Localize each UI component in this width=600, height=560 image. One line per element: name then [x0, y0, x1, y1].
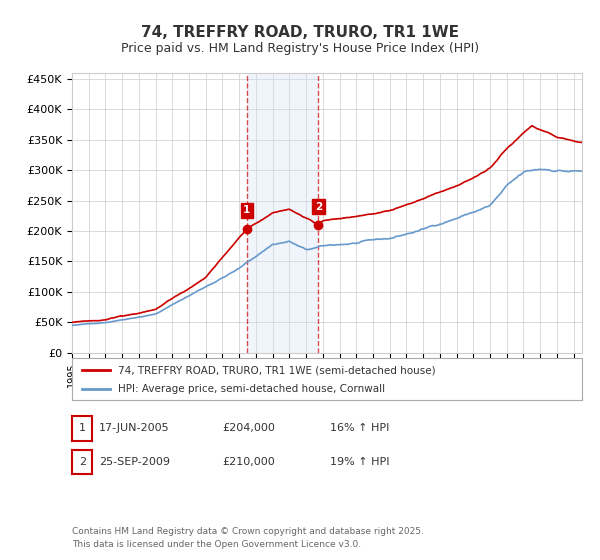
Text: HPI: Average price, semi-detached house, Cornwall: HPI: Average price, semi-detached house,… — [118, 384, 385, 394]
Text: £204,000: £204,000 — [222, 423, 275, 433]
Text: 17-JUN-2005: 17-JUN-2005 — [99, 423, 170, 433]
Text: Price paid vs. HM Land Registry's House Price Index (HPI): Price paid vs. HM Land Registry's House … — [121, 42, 479, 55]
Text: 2: 2 — [314, 202, 322, 212]
Bar — [247, 73, 319, 353]
Text: 1: 1 — [79, 423, 86, 433]
Text: Contains HM Land Registry data © Crown copyright and database right 2025.
This d: Contains HM Land Registry data © Crown c… — [72, 528, 424, 549]
Text: 74, TREFFRY ROAD, TRURO, TR1 1WE (semi-detached house): 74, TREFFRY ROAD, TRURO, TR1 1WE (semi-d… — [118, 365, 436, 375]
Text: 16% ↑ HPI: 16% ↑ HPI — [330, 423, 389, 433]
Text: 25-SEP-2009: 25-SEP-2009 — [99, 457, 170, 467]
Text: 74, TREFFRY ROAD, TRURO, TR1 1WE: 74, TREFFRY ROAD, TRURO, TR1 1WE — [141, 25, 459, 40]
Text: 1: 1 — [243, 205, 251, 215]
Text: £210,000: £210,000 — [222, 457, 275, 467]
Text: 2: 2 — [79, 457, 86, 467]
Text: 19% ↑ HPI: 19% ↑ HPI — [330, 457, 389, 467]
